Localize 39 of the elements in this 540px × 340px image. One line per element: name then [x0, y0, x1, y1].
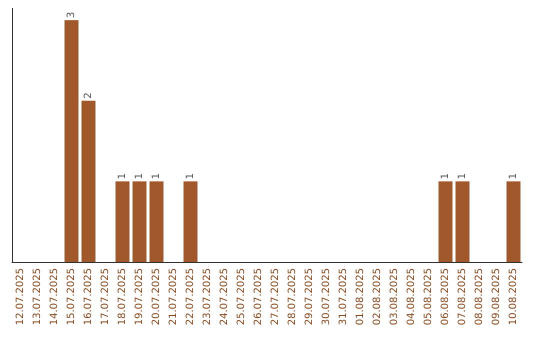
data-label: 1: [117, 172, 128, 180]
x-tick-label: 22.07.2025: [185, 268, 196, 326]
x-tick-label: 23.07.2025: [202, 268, 213, 326]
x-tick-label: 30.07.2025: [321, 268, 332, 326]
x-tick-label: 24.07.2025: [219, 268, 230, 326]
x-tick-label: 09.08.2025: [491, 268, 502, 326]
x-tick-label: 19.07.2025: [134, 268, 145, 326]
x-tick-label: 03.08.2025: [389, 268, 400, 326]
data-label: 1: [134, 172, 145, 180]
data-label: 1: [185, 172, 196, 180]
x-tick-label: 17.07.2025: [100, 268, 111, 326]
x-tick-label: 06.08.2025: [440, 268, 451, 326]
x-tick-label: 31.07.2025: [338, 268, 349, 326]
x-tick-label: 18.07.2025: [117, 268, 128, 326]
x-tick-label: 05.08.2025: [423, 268, 434, 326]
x-tick-label: 13.07.2025: [32, 268, 43, 326]
x-tick-label: 27.07.2025: [270, 268, 281, 326]
x-tick-label: 07.08.2025: [457, 268, 468, 326]
x-tick-label: 28.07.2025: [287, 268, 298, 326]
x-tick-label: 08.08.2025: [474, 268, 485, 326]
x-tick-label: 10.08.2025: [508, 268, 519, 326]
data-label: 2: [83, 92, 94, 99]
x-tick-label: 01.08.2025: [355, 268, 366, 326]
x-tick-label: 29.07.2025: [304, 268, 315, 326]
x-tick-label: 15.07.2025: [66, 268, 77, 326]
x-tick-label: 26.07.2025: [253, 268, 264, 326]
data-label: 1: [508, 172, 519, 180]
data-label: 3: [66, 12, 77, 18]
x-tick-label: 14.07.2025: [49, 268, 60, 326]
x-tick-label: 12.07.2025: [15, 268, 26, 326]
x-tick-label: 25.07.2025: [236, 268, 247, 326]
x-tick-label: 02.08.2025: [372, 268, 383, 326]
data-label: 1: [151, 172, 162, 180]
x-tick-label: 16.07.2025: [83, 268, 94, 326]
x-tick-label: 04.08.2025: [406, 268, 417, 326]
x-tick-label: 20.07.2025: [151, 268, 162, 326]
data-label: 1: [457, 172, 468, 180]
data-label: 1: [440, 172, 451, 180]
x-tick-label: 21.07.2025: [168, 268, 179, 326]
